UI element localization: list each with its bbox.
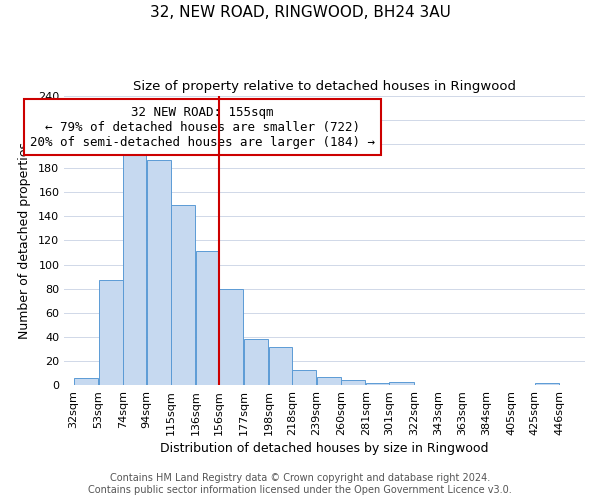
Bar: [220, 288, 244, 385]
Bar: [171, 206, 196, 385]
X-axis label: Distribution of detached houses by size in Ringwood: Distribution of detached houses by size …: [160, 442, 489, 455]
Bar: [146, 160, 171, 385]
Bar: [123, 148, 146, 385]
Text: 32 NEW ROAD: 155sqm
← 79% of detached houses are smaller (722)
20% of semi-detac: 32 NEW ROAD: 155sqm ← 79% of detached ho…: [30, 106, 375, 148]
Bar: [389, 382, 413, 385]
Bar: [535, 383, 559, 385]
Text: Contains HM Land Registry data © Crown copyright and database right 2024.
Contai: Contains HM Land Registry data © Crown c…: [88, 474, 512, 495]
Bar: [196, 251, 219, 385]
Title: Size of property relative to detached houses in Ringwood: Size of property relative to detached ho…: [133, 80, 516, 93]
Bar: [74, 378, 98, 385]
Bar: [244, 340, 268, 385]
Bar: [269, 346, 292, 385]
Bar: [366, 383, 389, 385]
Bar: [98, 280, 122, 385]
Bar: [317, 376, 341, 385]
Y-axis label: Number of detached properties: Number of detached properties: [18, 142, 31, 339]
Text: 32, NEW ROAD, RINGWOOD, BH24 3AU: 32, NEW ROAD, RINGWOOD, BH24 3AU: [149, 5, 451, 20]
Bar: [292, 370, 316, 385]
Bar: [341, 380, 365, 385]
